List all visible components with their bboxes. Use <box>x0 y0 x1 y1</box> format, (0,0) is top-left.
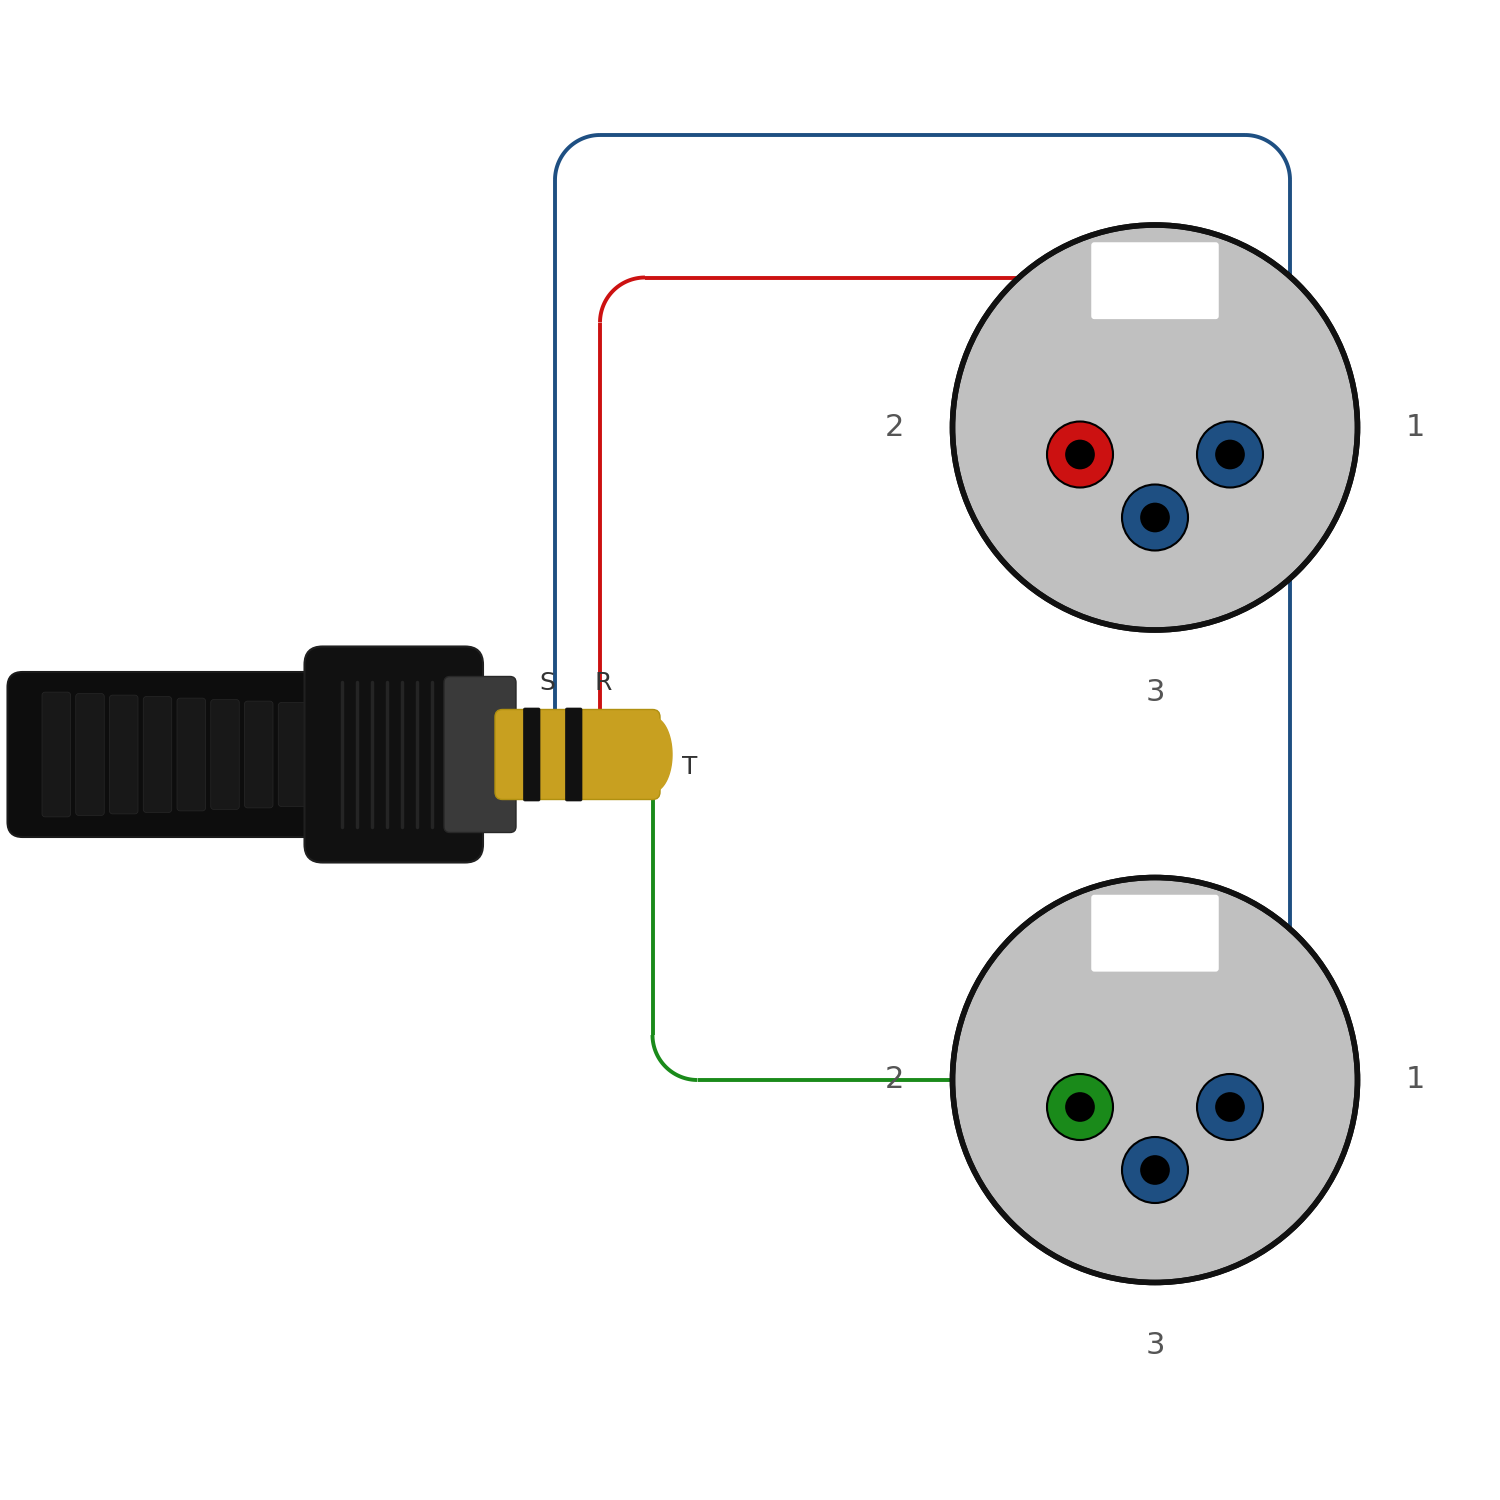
Text: S: S <box>540 670 555 694</box>
Circle shape <box>1065 1092 1095 1122</box>
FancyBboxPatch shape <box>279 702 306 807</box>
Text: 1: 1 <box>1406 1065 1425 1095</box>
Circle shape <box>1122 484 1188 550</box>
FancyBboxPatch shape <box>444 676 516 832</box>
Text: R: R <box>594 670 612 694</box>
FancyBboxPatch shape <box>566 708 582 801</box>
FancyBboxPatch shape <box>75 693 104 816</box>
Circle shape <box>1215 440 1245 470</box>
Text: 2: 2 <box>885 1065 904 1095</box>
Circle shape <box>969 242 1341 614</box>
Circle shape <box>1065 440 1095 470</box>
Circle shape <box>952 878 1358 1282</box>
Circle shape <box>1140 1155 1170 1185</box>
FancyBboxPatch shape <box>304 646 483 862</box>
FancyBboxPatch shape <box>1090 242 1218 320</box>
Text: 3: 3 <box>1146 1330 1164 1359</box>
Circle shape <box>952 225 1358 630</box>
FancyBboxPatch shape <box>1090 894 1218 972</box>
Text: 1: 1 <box>1406 413 1425 442</box>
Circle shape <box>1197 1074 1263 1140</box>
Circle shape <box>1047 422 1113 488</box>
FancyBboxPatch shape <box>524 708 540 801</box>
FancyBboxPatch shape <box>8 672 382 837</box>
Circle shape <box>1047 1074 1113 1140</box>
Circle shape <box>1197 422 1263 488</box>
Text: T: T <box>682 754 698 778</box>
FancyBboxPatch shape <box>110 694 138 814</box>
Circle shape <box>1140 503 1170 532</box>
Polygon shape <box>652 717 672 792</box>
FancyBboxPatch shape <box>495 710 660 800</box>
FancyBboxPatch shape <box>42 692 70 818</box>
FancyBboxPatch shape <box>210 699 238 810</box>
FancyBboxPatch shape <box>244 700 273 808</box>
Circle shape <box>1215 1092 1245 1122</box>
Text: 2: 2 <box>885 413 904 442</box>
FancyBboxPatch shape <box>312 704 340 806</box>
Text: 3: 3 <box>1146 678 1164 706</box>
Circle shape <box>1122 1137 1188 1203</box>
FancyBboxPatch shape <box>144 696 171 813</box>
Circle shape <box>969 894 1341 1266</box>
FancyBboxPatch shape <box>177 698 206 812</box>
